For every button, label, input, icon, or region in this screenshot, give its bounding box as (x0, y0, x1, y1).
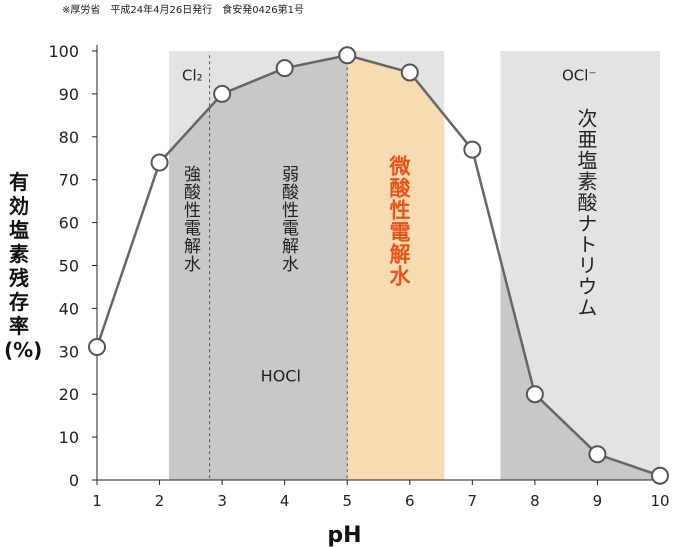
data-point (525, 385, 544, 404)
y-axis-label-char: 存 (9, 290, 29, 314)
x-tick-label: 9 (593, 492, 603, 510)
y-axis-label-char: 塩 (9, 218, 29, 242)
y-tick-label: 100 (48, 42, 79, 61)
y-axis-label-char: 効 (9, 194, 29, 218)
strong-acid-water-label: 強酸性電解水 (180, 165, 200, 273)
weak-acid-water-label: 弱酸性電解水 (278, 165, 298, 273)
region-label-ocl: OCl⁻ (562, 67, 596, 85)
data-point (588, 445, 607, 464)
y-tick-label: 90 (59, 85, 79, 104)
y-tick-label: 30 (59, 342, 79, 361)
data-point (275, 59, 294, 78)
data-point (651, 466, 669, 485)
y-axis-label: 有 効 塩 素 残 存 率 (%) (4, 170, 42, 362)
slightly-acid-water-label: 微酸性電解水 (387, 155, 411, 287)
data-point (400, 63, 419, 82)
data-point (213, 84, 232, 103)
x-tick-label: 5 (342, 492, 352, 510)
y-tick-label: 40 (59, 299, 79, 318)
sodium-hypochlorite-label: 次亜塩素酸ナトリウム (574, 108, 598, 318)
x-axis-label: pH (327, 523, 361, 547)
data-point (150, 153, 169, 172)
y-tick-label: 60 (59, 214, 79, 233)
y-tick-label: 0 (69, 471, 79, 490)
y-tick-label: 80 (59, 128, 79, 147)
y-axis-label-char: 残 (9, 266, 29, 290)
y-tick-label: 20 (59, 385, 79, 404)
x-tick-label: 8 (530, 492, 540, 510)
y-axis-label-char: 有 (9, 170, 29, 194)
y-tick-label: 70 (59, 171, 79, 190)
x-tick-label: 2 (155, 492, 165, 510)
data-point (338, 46, 357, 65)
y-tick-label: 10 (59, 428, 79, 447)
y-tick-label: 50 (59, 257, 79, 276)
series-line (95, 54, 661, 477)
y-axis-label-char: 素 (9, 242, 29, 266)
x-tick-label: 7 (468, 492, 478, 510)
data-point (463, 140, 482, 159)
x-tick-label: 6 (405, 492, 415, 510)
y-axis-label-char: 率 (9, 314, 29, 338)
x-tick-label: 3 (217, 492, 227, 510)
source-note: ※厚労省 平成24年4月26日発行 食安発0426第1号 (62, 5, 305, 16)
region-label-cl2: Cl₂ (182, 67, 203, 85)
hocl-label: HOCl (261, 366, 301, 385)
x-tick-label: 4 (280, 492, 290, 510)
orange-region (347, 55, 445, 480)
data-point (88, 338, 106, 357)
x-tick-label: 1 (92, 492, 102, 510)
x-tick-label: 10 (650, 492, 669, 510)
